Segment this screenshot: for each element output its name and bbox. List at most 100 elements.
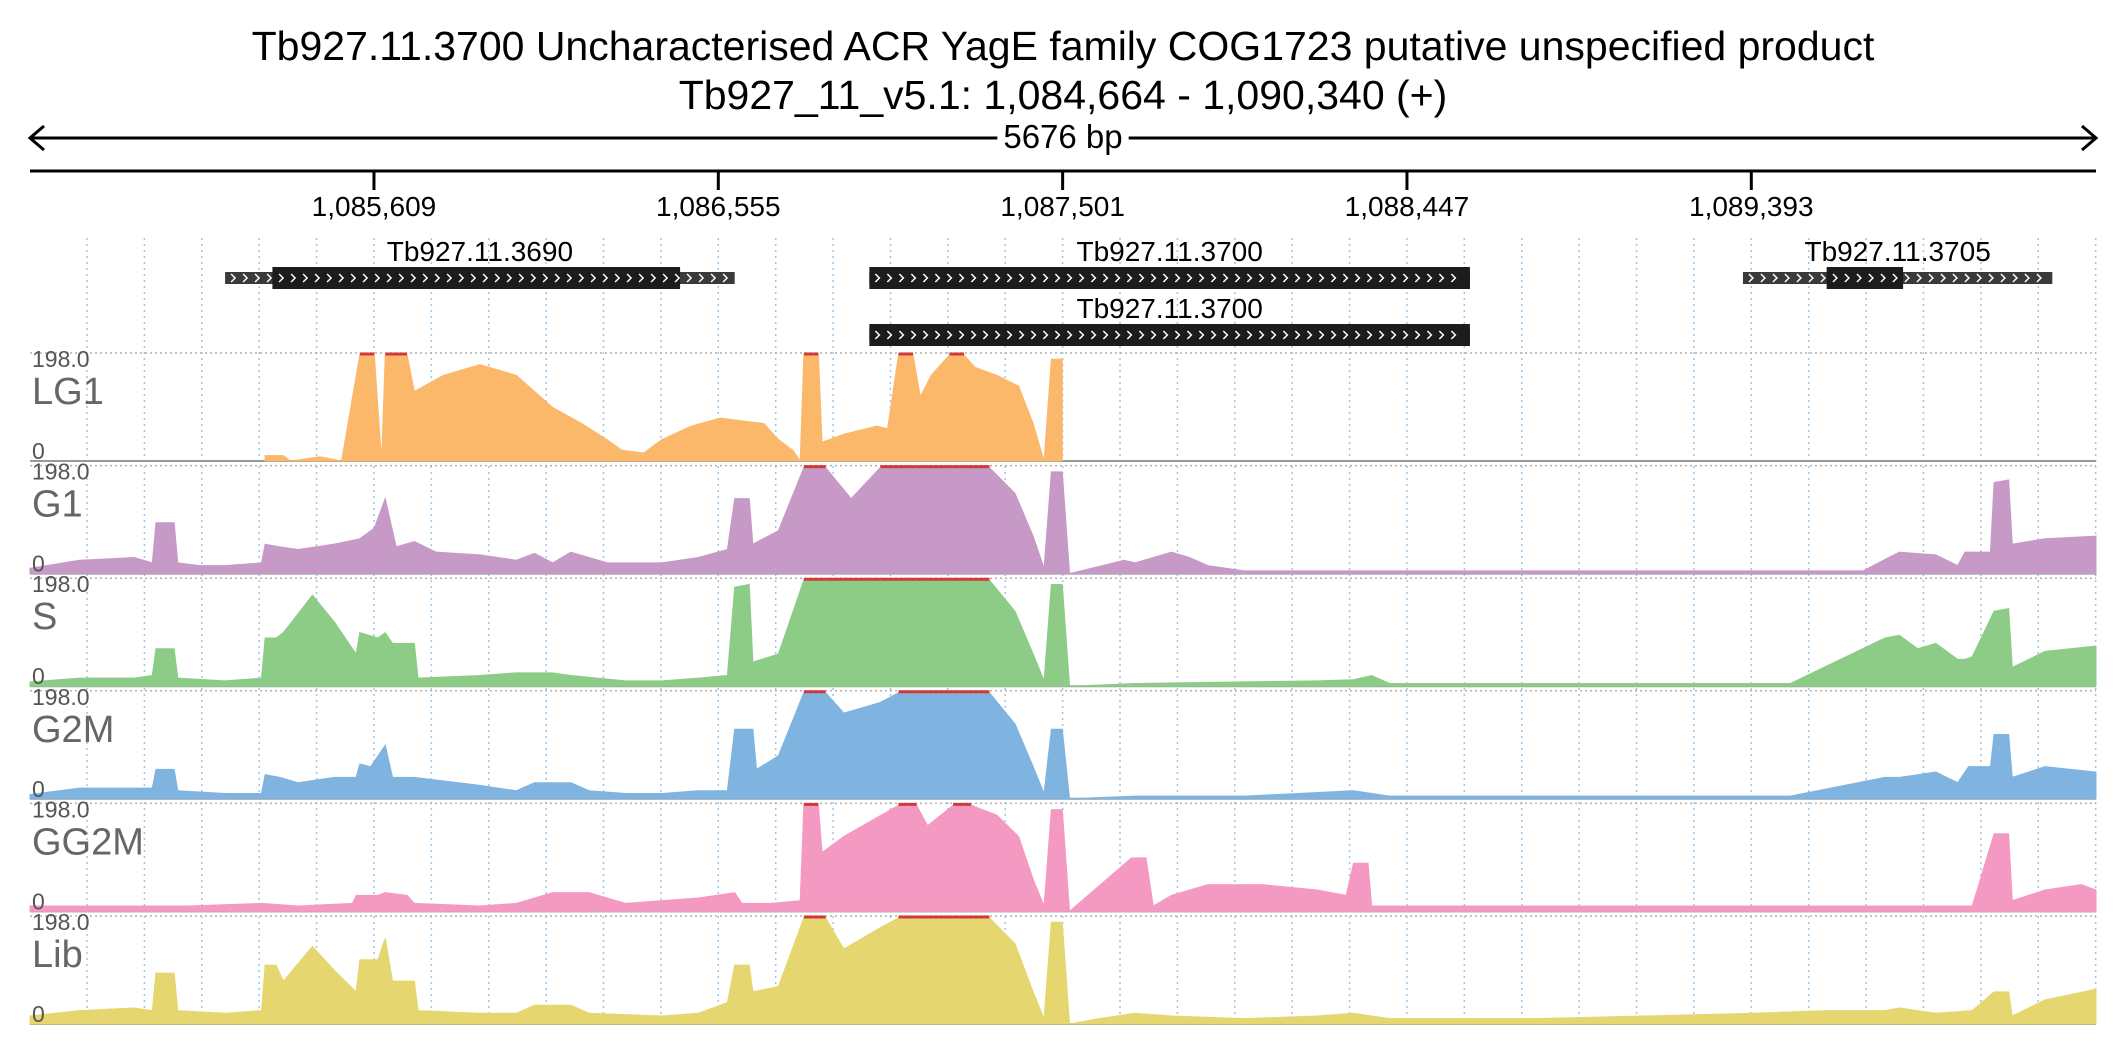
ruler-ticks: 1,085,609 1,086,555 1,087,501 1,088,447 1,08…: [312, 171, 1814, 222]
strand-chevron-icon: [1450, 330, 1457, 340]
strand-chevron-icon: [1892, 273, 1898, 283]
strand-chevron-icon: [1318, 330, 1325, 340]
strand-chevron-icon: [2012, 273, 2018, 283]
strand-chevron-icon: [242, 273, 249, 283]
strand-chevron-icon: [602, 273, 609, 283]
strand-chevron-icon: [1366, 273, 1373, 283]
strand-chevron-icon: [410, 273, 417, 283]
strand-chevron-icon: [1258, 273, 1265, 283]
strand-chevron-icon: [1748, 273, 1754, 283]
strand-chevron-icon: [946, 273, 953, 283]
strand-chevron-icon: [1342, 273, 1349, 283]
gene-feature[interactable]: Tb927.11.3690: [225, 236, 735, 289]
strand-chevron-icon: [982, 273, 989, 283]
strand-chevron-icon: [1174, 273, 1181, 283]
strand-chevron-icon: [482, 273, 489, 283]
strand-chevron-icon: [1198, 273, 1205, 283]
strand-chevron-icon: [1414, 273, 1421, 283]
strand-chevron-icon: [1760, 273, 1766, 283]
strand-chevron-icon: [1976, 273, 1982, 283]
track-max-label: 198.0: [32, 684, 90, 710]
strand-chevron-icon: [674, 273, 681, 283]
track-max-label: 198.0: [32, 346, 90, 372]
strand-chevron-icon: [1006, 330, 1013, 340]
gene-feature[interactable]: Tb927.11.3700: [869, 293, 1470, 346]
ruler-tick-label: 1,088,447: [1345, 191, 1470, 222]
coverage-area: [29, 467, 2097, 575]
strand-chevron-icon: [1150, 273, 1157, 283]
strand-chevron-icon: [934, 330, 941, 340]
strand-chevron-icon: [970, 330, 977, 340]
strand-chevron-icon: [470, 273, 477, 283]
strand-chevron-icon: [1378, 273, 1385, 283]
strand-chevron-icon: [946, 330, 953, 340]
strand-chevron-icon: [922, 330, 929, 340]
strand-chevron-icon: [1030, 330, 1037, 340]
strand-chevron-icon: [1210, 330, 1217, 340]
gene-feature[interactable]: Tb927.11.3700: [869, 236, 1470, 289]
track-name: LG1: [32, 371, 104, 413]
gene-cds: [1826, 267, 1904, 289]
track-max-label: 198.0: [32, 909, 90, 935]
strand-chevron-icon: [1282, 273, 1289, 283]
strand-chevron-icon: [638, 273, 645, 283]
strand-chevron-icon: [1868, 273, 1874, 283]
strand-chevron-icon: [994, 273, 1001, 283]
strand-chevron-icon: [1054, 330, 1061, 340]
arrow-left-icon: [27, 124, 45, 152]
strand-chevron-icon: [614, 273, 621, 283]
strand-chevron-icon: [2024, 273, 2030, 283]
strand-chevron-icon: [1366, 330, 1373, 340]
strand-chevron-icon: [1126, 330, 1133, 340]
gene-cds: [869, 324, 1470, 346]
strand-chevron-icon: [1246, 330, 1253, 340]
strand-chevron-icon: [1402, 273, 1409, 283]
strand-chevron-icon: [910, 273, 917, 283]
strand-chevron-icon: [1952, 273, 1958, 283]
strand-chevron-icon: [662, 273, 669, 283]
strand-chevron-icon: [1426, 273, 1433, 283]
strand-chevron-icon: [422, 273, 429, 283]
strand-chevron-icon: [1270, 330, 1277, 340]
coverage-area: [29, 804, 2097, 913]
strand-chevron-icon: [1414, 330, 1421, 340]
strand-chevron-icon: [710, 273, 717, 283]
strand-chevron-icon: [898, 330, 905, 340]
strand-chevron-icon: [1150, 330, 1157, 340]
strand-chevron-icon: [1772, 273, 1778, 283]
strand-chevron-icon: [874, 330, 881, 340]
strand-chevron-icon: [1294, 273, 1301, 283]
span-label: 5676 bp: [1003, 118, 1122, 155]
strand-chevron-icon: [1246, 273, 1253, 283]
strand-chevron-icon: [958, 330, 965, 340]
gene-feature[interactable]: Tb927.11.3705: [1742, 236, 2053, 289]
track-max-label: 198.0: [32, 796, 90, 822]
track-min-label: 0: [32, 1001, 45, 1027]
strand-chevron-icon: [266, 273, 273, 283]
strand-chevron-icon: [566, 273, 573, 283]
strand-chevron-icon: [590, 273, 597, 283]
strand-chevron-icon: [530, 273, 537, 283]
strand-chevron-icon: [1102, 273, 1109, 283]
strand-chevron-icon: [982, 330, 989, 340]
strand-chevron-icon: [1198, 330, 1205, 340]
strand-chevron-icon: [1042, 273, 1049, 283]
strand-chevron-icon: [1820, 273, 1826, 283]
strand-chevron-icon: [1306, 273, 1313, 283]
ruler-tick-label: 1,085,609: [312, 191, 437, 222]
strand-chevron-icon: [922, 273, 929, 283]
strand-chevron-icon: [1928, 273, 1934, 283]
strand-chevron-icon: [542, 273, 549, 283]
strand-chevron-icon: [446, 273, 453, 283]
arrow-right-icon: [2081, 124, 2099, 152]
strand-chevron-icon: [326, 273, 333, 283]
strand-chevron-icon: [290, 273, 297, 283]
strand-chevron-icon: [506, 273, 513, 283]
strand-chevron-icon: [2000, 273, 2006, 283]
strand-chevron-icon: [434, 273, 441, 283]
strand-chevron-icon: [1222, 330, 1229, 340]
strand-chevron-icon: [626, 273, 633, 283]
